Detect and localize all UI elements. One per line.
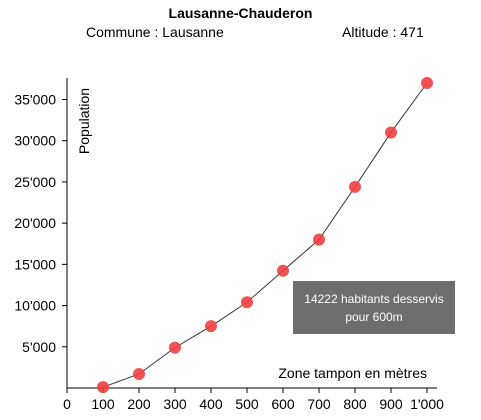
data-point — [205, 320, 217, 333]
y-tick-label: 20'000 — [14, 215, 56, 231]
y-tick-label: 30'000 — [14, 133, 56, 149]
data-point — [313, 233, 325, 246]
data-point — [97, 381, 109, 394]
commune-label: Commune : Lausanne — [86, 24, 224, 40]
y-tick-label: 5'000 — [22, 339, 56, 355]
y-tick-label: 15'000 — [14, 256, 56, 272]
x-tick-label: 700 — [307, 396, 331, 412]
x-tick-label: 100 — [91, 396, 115, 412]
series-line — [102, 82, 428, 388]
x-axis-title: Zone tampon en mètres — [278, 365, 427, 381]
y-tick-label: 25'000 — [14, 174, 56, 190]
x-tick-label: 800 — [343, 396, 367, 412]
data-point — [241, 296, 253, 309]
data-point — [277, 264, 289, 277]
y-tick-label: 35'000 — [14, 91, 56, 107]
data-point — [421, 77, 433, 89]
y-axis-title: Population — [76, 88, 92, 154]
x-tick-label: 600 — [271, 396, 295, 412]
data-point — [169, 341, 181, 354]
x-tick-label: 1'000 — [410, 396, 444, 412]
y-tick-label: 10'000 — [14, 298, 56, 314]
x-tick-label: 500 — [235, 396, 259, 412]
data-tooltip: 14222 habitants desservis pour 600m — [293, 281, 455, 334]
tooltip-line-2: pour 600m — [345, 309, 403, 324]
data-point — [133, 367, 145, 380]
chart-title: Lausanne-Chauderon — [168, 5, 313, 21]
x-tick-label: 0 — [63, 396, 71, 412]
tooltip-line-1: 14222 habitants desservis — [304, 291, 444, 306]
x-tick-label: 400 — [199, 396, 223, 412]
altitude-label: Altitude : 471 — [342, 24, 424, 40]
data-point — [349, 180, 361, 193]
data-point — [385, 126, 397, 139]
x-tick-label: 900 — [379, 396, 403, 412]
x-tick-label: 200 — [127, 396, 151, 412]
x-tick-label: 300 — [163, 396, 187, 412]
